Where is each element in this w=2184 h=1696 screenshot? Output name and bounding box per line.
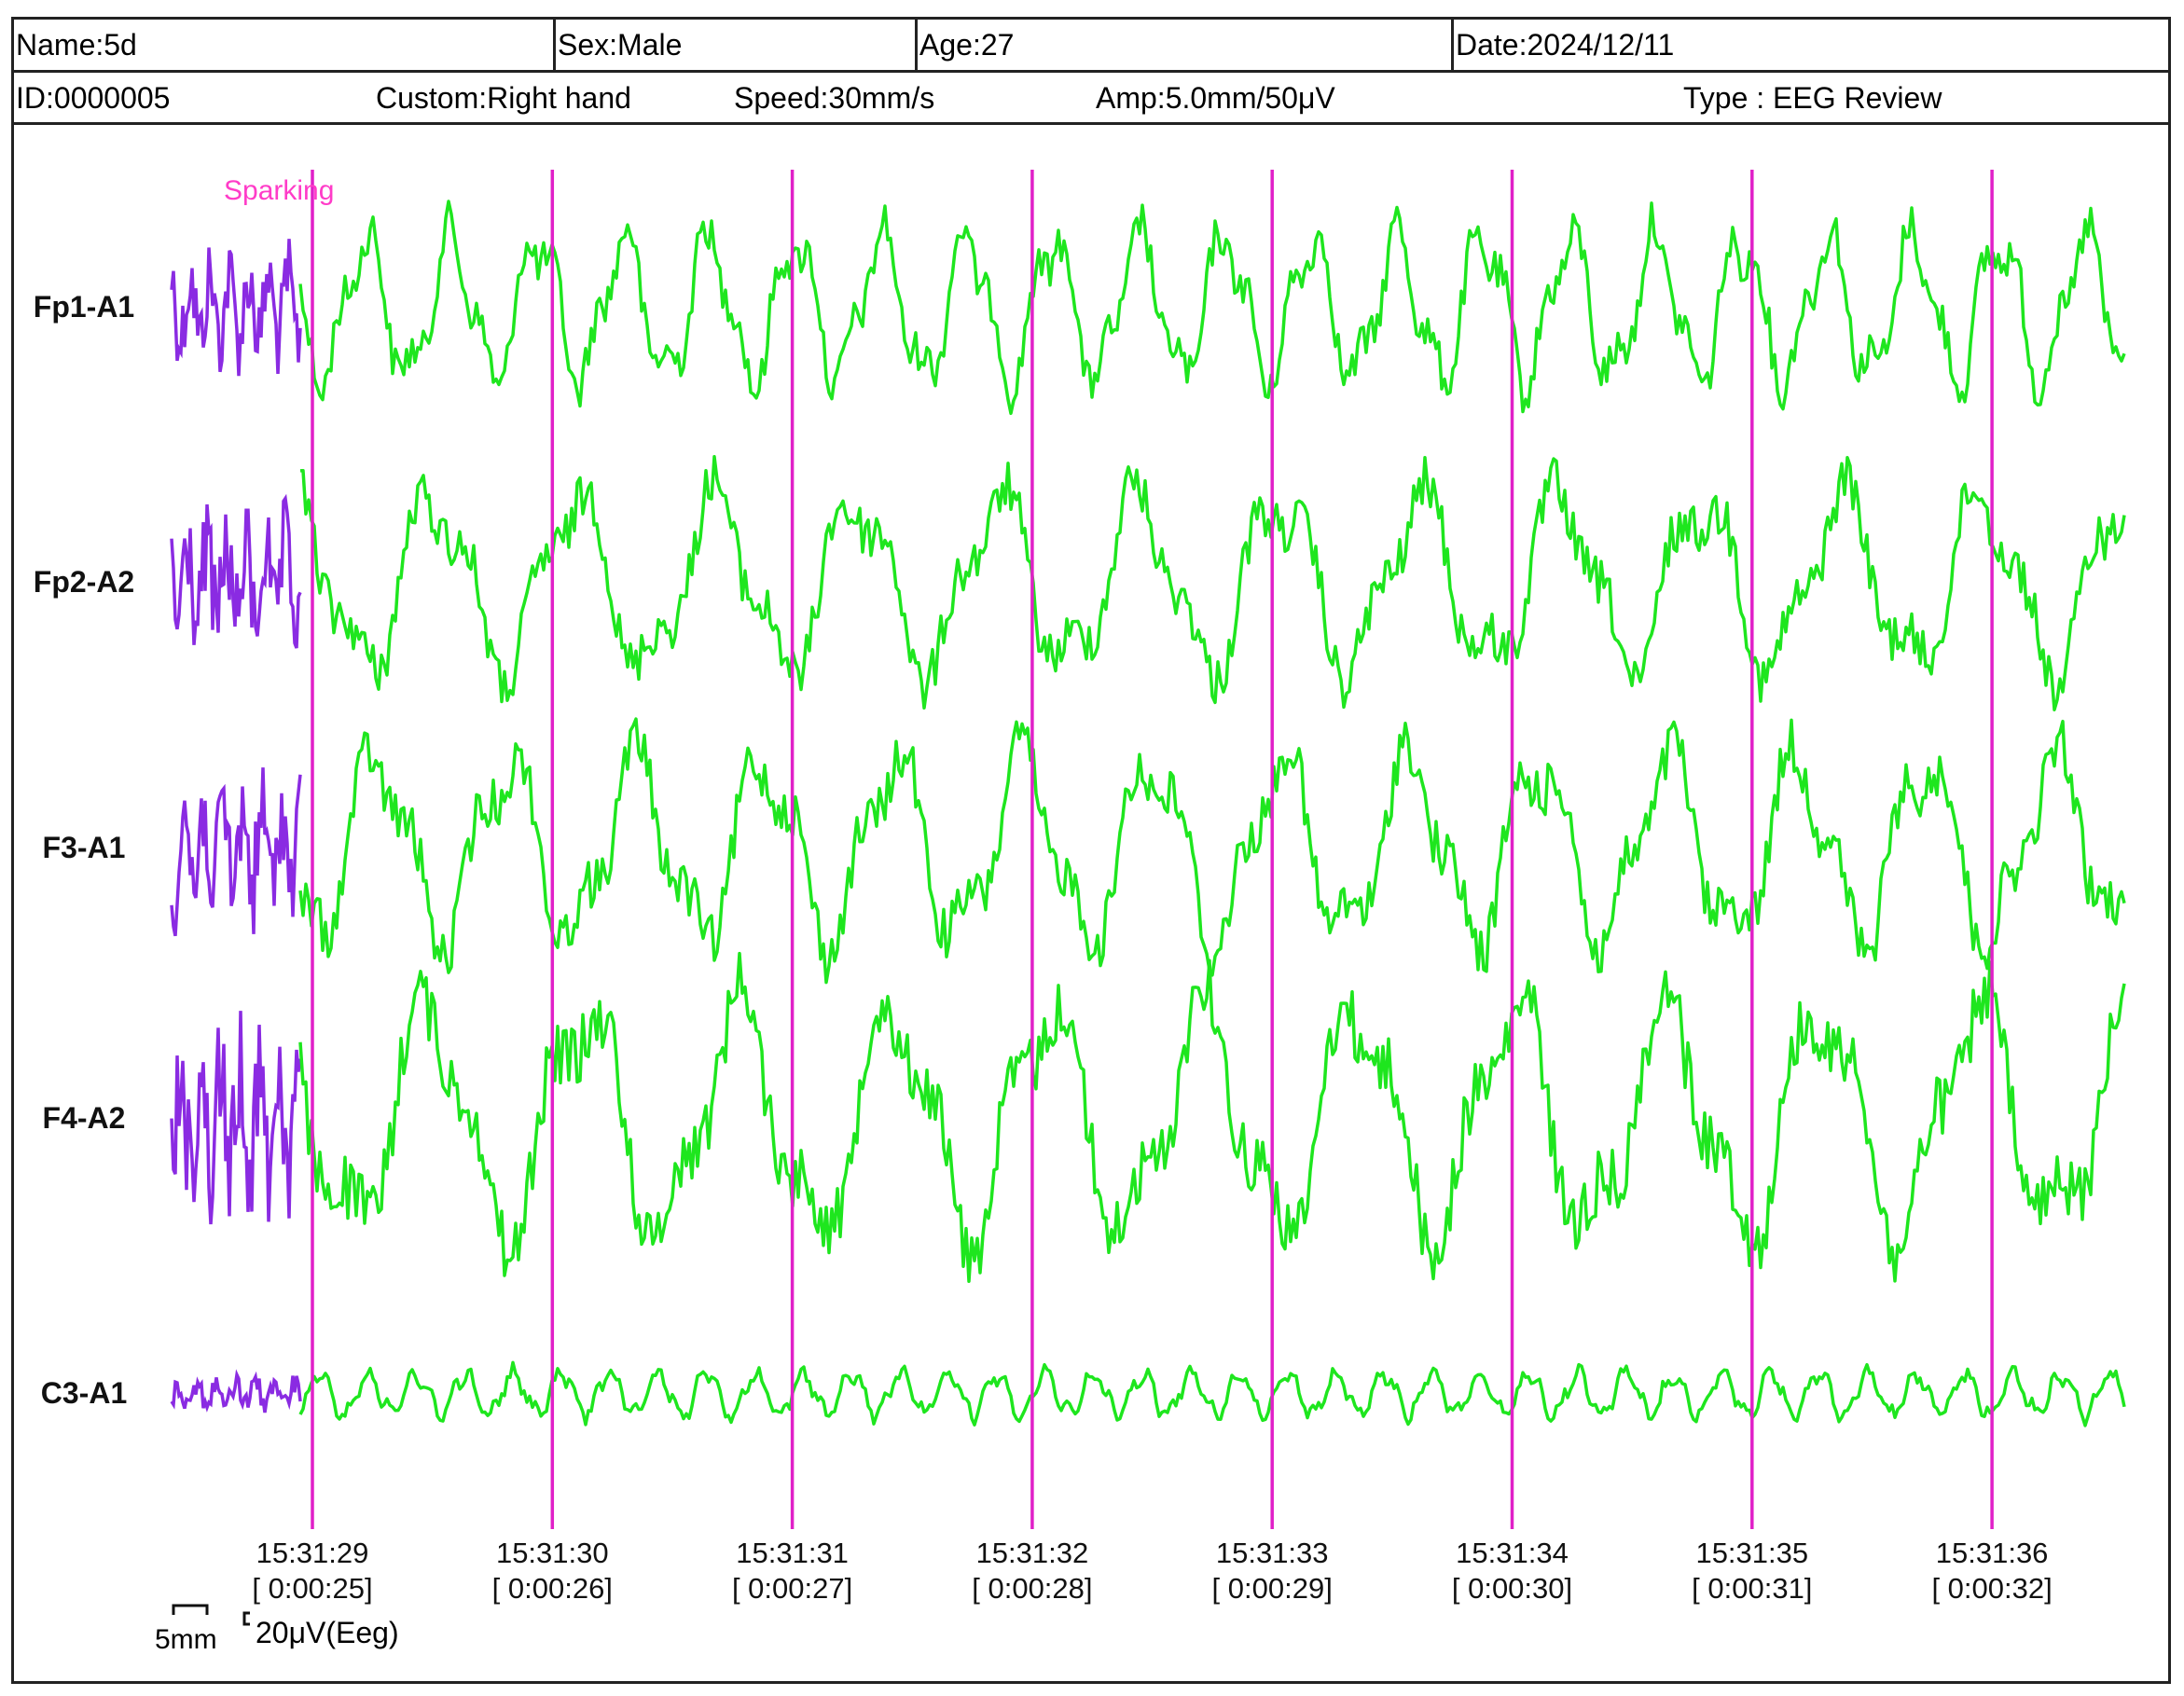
channel-label-c3-a1: C3-A1 — [41, 1376, 127, 1410]
time-tick-elapsed: [ 0:00:32] — [1931, 1572, 2052, 1605]
time-tick-clock: 15:31:32 — [976, 1537, 1089, 1569]
amplitude-field: Amp:5.0mm/50μV — [1096, 81, 1335, 115]
reference-trace-f4-a2 — [170, 1011, 302, 1225]
time-tick-elapsed: [ 0:00:31] — [1692, 1572, 1812, 1605]
patient-age: Age:27 — [915, 20, 1451, 70]
patient-id: ID:0000005 — [16, 81, 171, 115]
scale-bar-amplitude: 20μV(Eeg) — [256, 1616, 399, 1649]
eeg-trace-f3-a1 — [298, 717, 2126, 985]
reference-trace-fp1-a1 — [170, 239, 302, 377]
patient-name: Name:5d — [16, 28, 137, 62]
time-tick-clock: 15:31:33 — [1216, 1537, 1329, 1569]
time-tick-elapsed: [ 0:00:30] — [1452, 1572, 1572, 1605]
time-tick-clock: 15:31:29 — [256, 1537, 369, 1569]
patient-info-row: Name:5d Sex:Male Age:27 Date:2024/12/11 — [14, 20, 2168, 73]
channel-label-f4-a2: F4-A2 — [43, 1101, 126, 1135]
time-tick-elapsed: [ 0:00:26] — [492, 1572, 613, 1605]
time-tick-elapsed: [ 0:00:28] — [972, 1572, 1092, 1605]
reference-trace-f3-a1 — [170, 767, 302, 937]
custom-field: Custom:Right hand — [376, 81, 631, 115]
time-tick-clock: 15:31:36 — [1936, 1537, 2049, 1569]
time-tick-clock: 15:31:34 — [1456, 1537, 1569, 1569]
eeg-report-frame: Name:5d Sex:Male Age:27 Date:2024/12/11 … — [11, 17, 2171, 1684]
time-tick-elapsed: [ 0:00:25] — [252, 1572, 372, 1605]
review-type: Type : EEG Review — [1683, 81, 1942, 115]
time-tick-elapsed: [ 0:00:27] — [732, 1572, 852, 1605]
time-tick-clock: 15:31:30 — [496, 1537, 609, 1569]
channel-label-fp1-a1: Fp1-A1 — [34, 290, 134, 324]
scale-bar: 5mm 20μV(Eeg) — [155, 1604, 399, 1655]
channel-label-f3-a1: F3-A1 — [43, 831, 126, 864]
eeg-trace-c3-a1 — [298, 1360, 2126, 1427]
recording-info-row: ID:0000005 Custom:Right hand Speed:30mm/… — [14, 73, 2168, 125]
reference-trace-fp2-a2 — [170, 493, 302, 649]
scale-bar-time: 5mm — [155, 1624, 217, 1655]
patient-sex: Sex:Male — [553, 20, 915, 70]
eeg-trace-f4-a2 — [298, 951, 2126, 1284]
record-date: Date:2024/12/11 — [1451, 20, 2171, 70]
channel-label-fp2-a2: Fp2-A2 — [34, 565, 134, 599]
time-tick-clock: 15:31:35 — [1695, 1537, 1808, 1569]
time-tick-elapsed: [ 0:00:29] — [1212, 1572, 1333, 1605]
speed-field: Speed:30mm/s — [734, 81, 935, 115]
eeg-trace-fp1-a1 — [298, 200, 2126, 416]
time-tick-clock: 15:31:31 — [736, 1537, 849, 1569]
reference-trace-c3-a1 — [170, 1369, 302, 1413]
eeg-trace-fp2-a2 — [299, 455, 2126, 711]
sparking-annotation: Sparking — [224, 175, 334, 206]
